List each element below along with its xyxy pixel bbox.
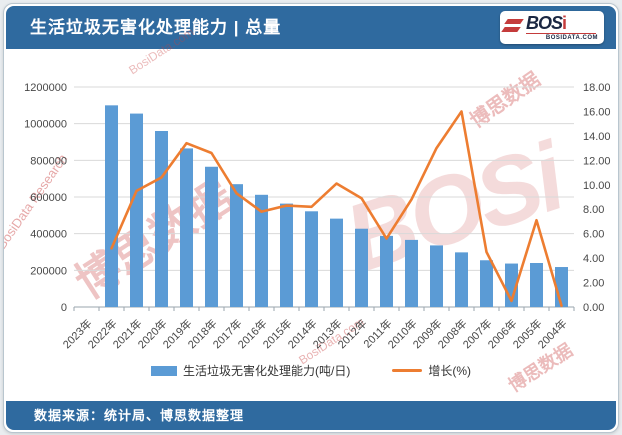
svg-text:200000: 200000 xyxy=(30,265,67,277)
bar-2021年 xyxy=(130,113,143,307)
svg-text:10.00: 10.00 xyxy=(583,180,611,192)
bosi-logo: BOSi BOSIDATA.COM xyxy=(500,11,604,44)
header-bar: 生活垃圾无害化处理能力 | 总量 BOSi BOSIDATA.COM xyxy=(6,6,616,49)
bar-2012年 xyxy=(355,228,368,307)
svg-text:16.00: 16.00 xyxy=(583,106,611,118)
chart-card: 生活垃圾无害化处理能力 | 总量 BOSi BOSIDATA.COM 博思数据 … xyxy=(3,3,619,433)
line-swatch-icon xyxy=(392,369,423,372)
legend-label: 增长(%) xyxy=(428,364,471,378)
svg-text:0.00: 0.00 xyxy=(583,302,604,314)
bar-2018年 xyxy=(205,166,218,307)
svg-text:18.00: 18.00 xyxy=(583,82,611,94)
legend-item-capacity: 生活垃圾无害化处理能力(吨/日) xyxy=(151,362,350,379)
legend-label: 生活垃圾无害化处理能力(吨/日) xyxy=(183,364,351,378)
bar-2010年 xyxy=(405,239,418,307)
svg-text:400000: 400000 xyxy=(30,229,67,241)
svg-text:12.00: 12.00 xyxy=(583,155,611,167)
bar-2016年 xyxy=(255,194,268,307)
growth-line xyxy=(110,110,563,308)
chart-legend: 生活垃圾无害化处理能力(吨/日) 增长(%) xyxy=(4,362,618,379)
bar-2017年 xyxy=(230,184,243,307)
logo-brand: BOSi xyxy=(526,13,567,33)
bar-2015年 xyxy=(280,203,293,307)
svg-text:6.00: 6.00 xyxy=(583,229,604,241)
logo-domain: BOSIDATA.COM xyxy=(545,35,598,41)
footer-bar: 数据来源：统计局、博思数据整理 xyxy=(6,401,616,430)
logo-stripe-icon xyxy=(501,27,521,32)
page-title: 生活垃圾无害化处理能力 | 总量 xyxy=(30,18,282,37)
svg-text:2.00: 2.00 xyxy=(583,278,604,290)
svg-text:600000: 600000 xyxy=(30,192,67,204)
bar-2013年 xyxy=(330,218,343,307)
logo-rule xyxy=(526,33,596,34)
svg-text:800000: 800000 xyxy=(30,155,67,167)
bar-2011年 xyxy=(380,235,393,307)
bar-2007年 xyxy=(480,260,493,307)
bar-2005年 xyxy=(530,263,543,307)
svg-text:14.00: 14.00 xyxy=(583,131,611,143)
chart-area: 0 200000 400000 600000 800000 1000000 1200000 0… xyxy=(4,50,618,362)
legend-item-growth: 增长(%) xyxy=(392,362,471,379)
bar-2014年 xyxy=(305,211,318,307)
bar-2008年 xyxy=(455,252,468,307)
bar-2022年 xyxy=(105,105,118,307)
bar-swatch-icon xyxy=(151,365,177,376)
svg-text:4.00: 4.00 xyxy=(583,253,604,265)
svg-text:1200000: 1200000 xyxy=(24,82,67,94)
svg-text:0: 0 xyxy=(61,302,67,314)
chart-svg: 0 200000 400000 600000 800000 1000000 1200000 0… xyxy=(24,82,611,351)
bar-2019年 xyxy=(180,148,193,307)
svg-text:8.00: 8.00 xyxy=(583,204,604,216)
bar-2009年 xyxy=(430,245,443,307)
data-source: 数据来源：统计局、博思数据整理 xyxy=(34,408,245,423)
svg-text:1000000: 1000000 xyxy=(24,119,67,131)
logo-stripe-icon xyxy=(504,19,524,24)
bar-2020年 xyxy=(155,131,168,307)
